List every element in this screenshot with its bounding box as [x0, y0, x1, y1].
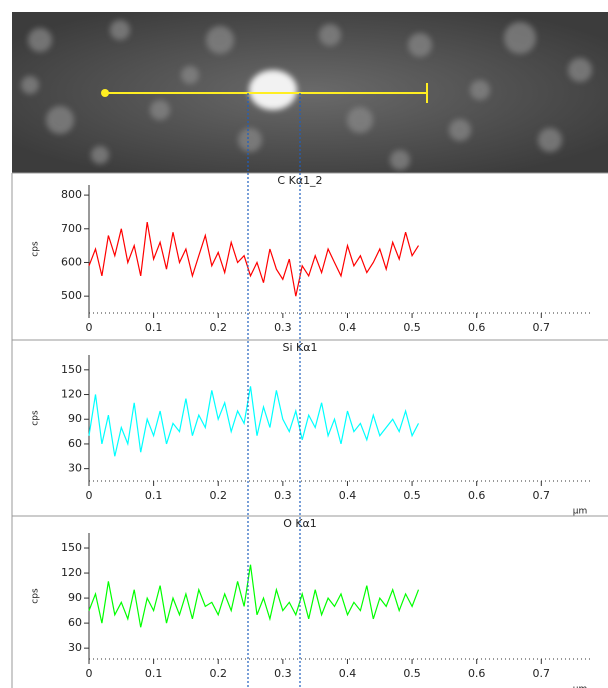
y-tick-label: 90: [68, 412, 82, 425]
x-tick-label: 0.4: [339, 489, 357, 502]
x-tick-label: 0.6: [468, 489, 486, 502]
panel-title: O Kα1: [283, 517, 317, 530]
x-tick-label: 0: [86, 321, 93, 334]
y-tick-label: 60: [68, 437, 82, 450]
x-tick-label: 0.5: [403, 489, 421, 502]
x-tick-label: 0: [86, 667, 93, 680]
line-series: [88, 564, 420, 628]
x-axis-label: µm: [573, 685, 588, 688]
y-tick-label: 700: [61, 222, 82, 235]
y-tick-label: 30: [68, 462, 82, 475]
x-tick-label: 0.5: [403, 667, 421, 680]
x-tick-label: 0.4: [339, 667, 357, 680]
line-series: [88, 221, 420, 297]
panel-title: Si Kα1: [283, 341, 318, 354]
sem-image: [12, 12, 608, 173]
x-tick-label: 0.7: [533, 667, 551, 680]
y-tick-label: 800: [61, 188, 82, 201]
x-tick-label: 0.6: [468, 667, 486, 680]
y-tick-label: 150: [61, 541, 82, 554]
line-series: [88, 386, 420, 457]
y-tick-label: 120: [61, 388, 82, 401]
panel-title: C Kα1_2: [277, 174, 322, 187]
y-tick-label: 60: [68, 616, 82, 629]
x-tick-label: 0.5: [403, 321, 421, 334]
x-tick-label: 0.3: [274, 489, 292, 502]
y-tick-label: 90: [68, 591, 82, 604]
y-tick-label: 500: [61, 289, 82, 302]
y-axis-label: cps: [31, 241, 41, 257]
x-tick-label: 0.4: [339, 321, 357, 334]
x-axis-label: µm: [573, 507, 588, 517]
x-tick-label: 0.1: [145, 667, 163, 680]
marker-lines: [247, 93, 301, 688]
y-tick-label: 120: [61, 566, 82, 579]
y-tick-label: 30: [68, 641, 82, 654]
y-axis-label: cps: [31, 410, 41, 426]
x-tick-label: 0.3: [274, 321, 292, 334]
y-tick-label: 600: [61, 255, 82, 268]
x-tick-label: 0.2: [209, 321, 227, 334]
x-tick-label: 0.6: [468, 321, 486, 334]
x-tick-label: 0.1: [145, 321, 163, 334]
x-tick-label: 0.3: [274, 667, 292, 680]
y-tick-label: 150: [61, 363, 82, 376]
x-tick-label: 0.2: [209, 489, 227, 502]
x-tick-label: 0.1: [145, 489, 163, 502]
panel-borders: [11, 172, 608, 688]
x-tick-label: 0.7: [533, 321, 551, 334]
x-tick-label: 0: [86, 489, 93, 502]
y-axis-label: cps: [31, 588, 41, 604]
x-tick-label: 0.7: [533, 489, 551, 502]
x-tick-label: 0.2: [209, 667, 227, 680]
